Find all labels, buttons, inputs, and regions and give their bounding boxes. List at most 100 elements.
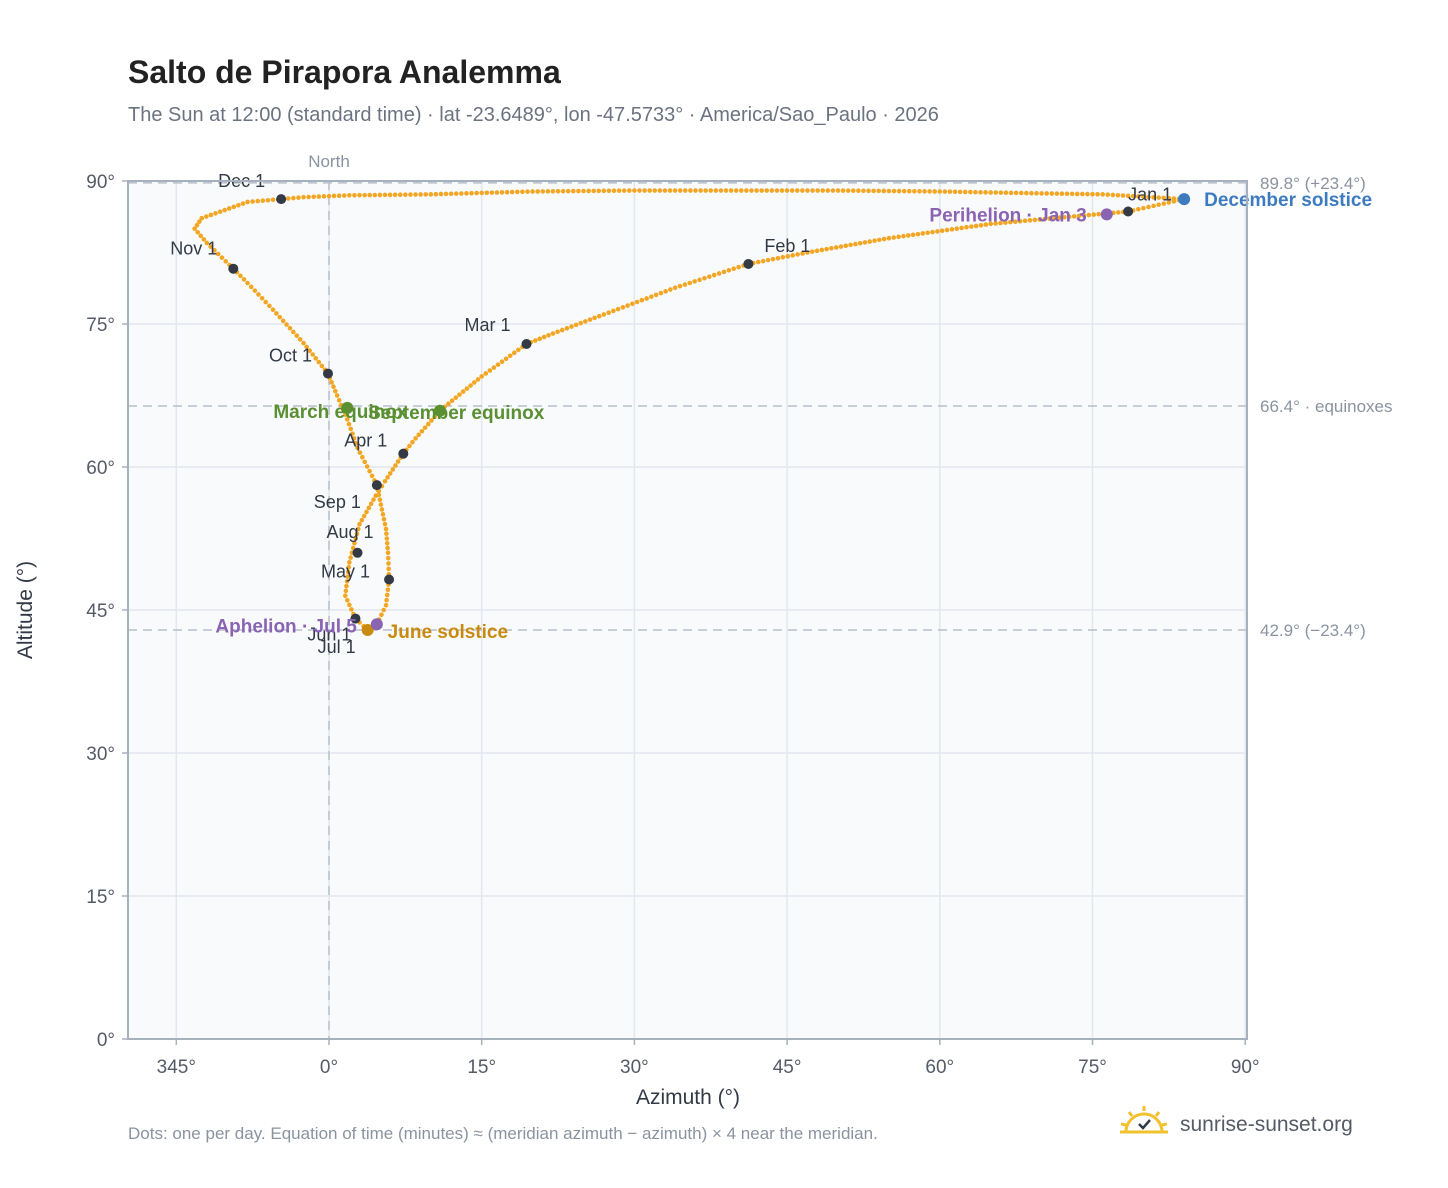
daily-dot <box>1146 194 1151 200</box>
daily-dot <box>540 189 546 194</box>
daily-dot <box>1161 195 1167 201</box>
daily-dot <box>711 272 717 278</box>
reference-line-label: 42.9° (−23.4°) <box>1260 621 1366 640</box>
daily-dot <box>377 497 383 503</box>
daily-dot <box>361 513 367 519</box>
daily-dot <box>386 566 391 572</box>
daily-dot <box>366 505 372 511</box>
daily-dot <box>204 240 210 246</box>
daily-dot <box>718 188 724 193</box>
daily-dot <box>697 277 702 283</box>
daily-dot <box>925 230 930 236</box>
brand[interactable]: sunrise-sunset.org <box>1118 1104 1353 1145</box>
daily-dot <box>326 193 332 199</box>
daily-dot <box>438 191 444 197</box>
event-label: Aphelion · Jul 5 <box>215 616 357 637</box>
daily-dot <box>596 188 602 194</box>
daily-dot <box>236 202 241 208</box>
daily-dot <box>362 192 367 198</box>
daily-dot <box>306 194 311 200</box>
daily-dot <box>360 454 365 460</box>
daily-dot <box>245 199 250 205</box>
daily-dot <box>291 195 296 201</box>
brand-name[interactable]: sunrise-sunset.org <box>1180 1112 1353 1136</box>
daily-dot <box>862 240 868 245</box>
daily-dot <box>197 219 202 224</box>
chart-title: Salto de Pirapora Analemma <box>128 54 561 90</box>
daily-dot <box>410 439 415 445</box>
daily-dot <box>770 256 776 262</box>
daily-dot <box>1022 218 1028 224</box>
daily-dot <box>503 356 509 362</box>
daily-dot <box>241 277 247 282</box>
daily-dot <box>592 315 597 321</box>
daily-dot <box>871 188 876 194</box>
daily-dot <box>677 188 683 193</box>
daily-dot <box>606 310 611 315</box>
daily-dot <box>413 192 418 197</box>
daily-dot <box>357 450 363 455</box>
daily-dot <box>259 295 265 301</box>
daily-dot <box>1141 205 1146 211</box>
daily-dot <box>973 223 979 229</box>
daily-dot <box>927 189 932 194</box>
daily-dot <box>672 188 678 193</box>
daily-dot <box>378 502 384 507</box>
daily-dot <box>355 445 360 451</box>
daily-dot <box>663 289 668 294</box>
daily-dot <box>313 356 319 361</box>
daily-dot <box>250 199 255 204</box>
daily-dot <box>471 380 477 385</box>
daily-dot <box>550 331 556 336</box>
daily-dot <box>774 188 780 193</box>
daily-dot <box>785 254 791 259</box>
daily-dot <box>845 188 851 193</box>
daily-dot <box>915 231 921 237</box>
month-marker <box>384 574 395 585</box>
month-label: Feb 1 <box>764 236 810 256</box>
daily-dot <box>586 188 591 194</box>
daily-dot <box>759 188 764 193</box>
daily-dot <box>301 340 306 346</box>
daily-dot <box>346 564 352 570</box>
daily-dot <box>376 492 382 498</box>
daily-dot <box>1080 191 1085 197</box>
daily-dot <box>516 347 521 353</box>
daily-dot <box>872 238 877 244</box>
daily-dot <box>382 521 388 527</box>
daily-dot <box>355 526 361 532</box>
daily-dot <box>815 188 820 193</box>
daily-dot <box>949 227 955 232</box>
daily-dot <box>1091 212 1097 217</box>
daily-dot <box>973 189 978 195</box>
daily-dot <box>1125 193 1131 199</box>
daily-dot <box>848 242 853 248</box>
daily-dot <box>775 255 781 261</box>
daily-dot <box>387 471 393 476</box>
daily-dot <box>479 374 485 379</box>
daily-dot <box>379 612 384 618</box>
daily-dot <box>344 579 350 584</box>
daily-dot <box>731 266 737 272</box>
daily-dot <box>336 397 342 403</box>
daily-dot <box>449 398 455 404</box>
y-tick-label: 75° <box>86 315 115 336</box>
daily-dot <box>835 188 841 193</box>
reference-line-label: 66.4° · equinoxes <box>1260 397 1393 416</box>
daily-dot <box>896 188 902 194</box>
daily-dot <box>1037 217 1043 222</box>
month-label: Apr 1 <box>344 431 387 451</box>
daily-dot <box>886 235 892 241</box>
daily-dot <box>1110 192 1116 198</box>
daily-dot <box>362 459 368 465</box>
y-axis-title: Altitude (°) <box>14 561 37 659</box>
daily-dot <box>988 221 993 227</box>
daily-dot <box>379 507 385 512</box>
daily-dot <box>630 301 635 307</box>
x-tick-label: 60° <box>925 1057 954 1078</box>
daily-dot <box>285 196 291 201</box>
daily-dot <box>423 192 429 197</box>
daily-dot <box>331 193 337 199</box>
daily-dot <box>213 211 218 216</box>
daily-dot <box>1071 214 1077 219</box>
